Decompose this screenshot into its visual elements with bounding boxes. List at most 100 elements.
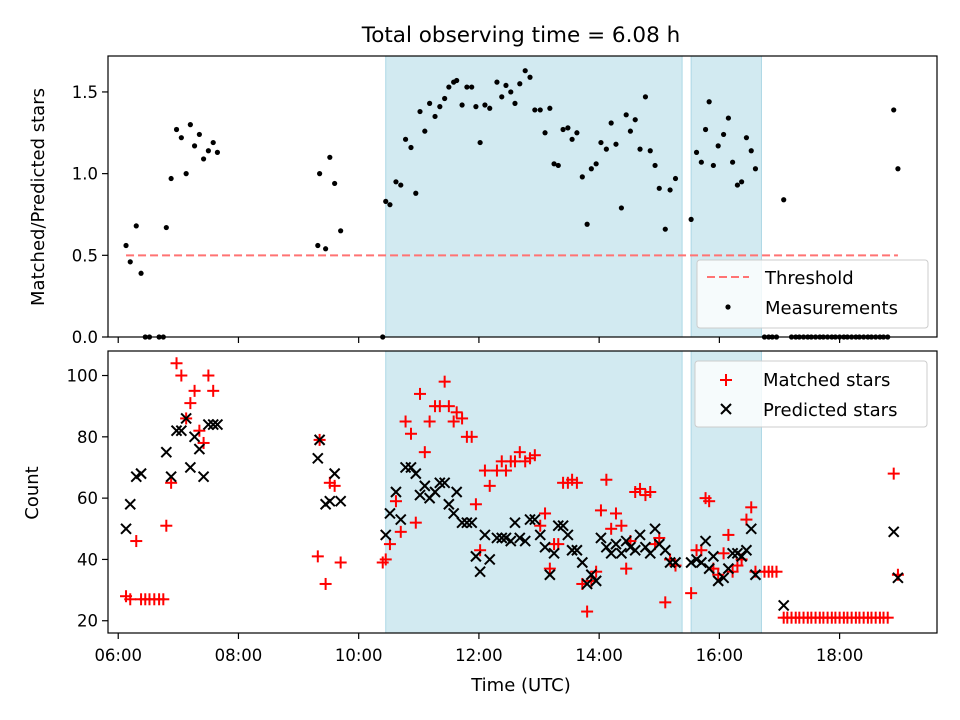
measurement-point [473,104,479,110]
matched-star-point [124,593,137,606]
predicted-marker-b [581,578,593,590]
predicted-marker-b [447,507,460,520]
predicted-star-point [175,424,188,437]
predicted-marker-b [474,565,486,578]
bottom-ytick-label: 80 [77,428,98,447]
predicted-star-point [544,569,556,581]
predicted-marker-b [524,513,536,526]
predicted-marker-b [328,467,341,480]
matched-star-point [594,504,607,517]
predicted-star-point [135,467,147,480]
predicted-star-point [615,547,628,560]
predicted-marker-b [892,572,904,584]
predicted-star-point [443,498,455,510]
measurement-point [734,182,741,188]
matched-star-point [202,369,215,382]
measurement-point [442,95,448,102]
predicted-marker-b [202,418,215,431]
matched-star-point [442,400,455,413]
predicted-marker-b [544,569,556,581]
predicted-marker-b [491,532,503,544]
predicted-marker-b [548,547,560,560]
measurement-point [454,77,460,84]
predicted-marker-b [414,489,426,501]
predicted-star-point [465,516,478,529]
matched-star-point [600,473,613,486]
matched-star-point [478,464,491,477]
predicted-star-point [524,513,536,526]
matched-star-point [887,467,900,480]
matched-star-point [175,369,188,382]
predicted-marker-b [629,544,641,556]
predicted-marker-b [434,477,446,489]
predicted-star-point [562,529,574,541]
predicted-star-point [514,532,526,544]
predicted-marker-b [639,541,652,553]
matched-star-point [188,384,201,397]
predicted-marker-b [717,572,730,584]
measurement-point [459,102,465,108]
measurement-point [398,182,404,188]
measurement-point [588,166,594,172]
matched-star-point [534,519,547,532]
measurement-point [537,107,543,113]
measurement-point [702,126,709,133]
predicted-marker-b [519,535,531,547]
predicted-star-point [120,523,132,535]
matched-star-point [409,516,422,529]
predicted-marker-b [188,431,201,443]
matched-star-point [703,495,716,508]
predicted-marker-b [722,562,735,575]
predicted-marker-b [695,556,708,569]
predicted-star-point [649,523,661,535]
predicted-marker-b [160,446,173,458]
measurement-point [555,162,561,169]
matched-star-point [508,455,521,468]
matched-star-point [712,568,725,581]
predicted-star-point [395,513,407,526]
matched-star-point [722,528,735,541]
predicted-star-point [749,569,762,581]
predicted-marker-b [529,513,541,526]
predicted-marker-b [380,529,392,541]
predicted-marker-b [505,535,517,547]
predicted-star-point [745,523,757,535]
predicted-star-point [740,544,753,556]
matched-star-point [499,464,512,477]
predicted-marker-b [509,516,521,529]
predicted-marker-b [514,532,526,544]
matched-star-point [528,449,541,462]
matched-star-point [581,605,594,618]
measurement-point [693,149,700,155]
predicted-star-point [324,495,336,507]
predicted-star-point [685,556,697,569]
predicted-marker-b [703,562,715,575]
legend-predicted-label: Predicted stars [763,400,897,421]
predicted-marker-b [685,556,697,569]
bottom-ytick-label: 60 [77,489,98,508]
predicted-star-point [334,495,347,507]
predicted-star-point [211,418,224,431]
predicted-star-point [313,434,326,446]
measurement-point [632,117,638,123]
measurement-point [499,94,505,100]
measurement-point [173,126,180,133]
measurement-point [627,128,634,134]
predicted-star-point [450,486,463,498]
predicted-marker-b [479,529,491,541]
matched-star-point [745,501,758,514]
predicted-marker-b [170,424,183,437]
measurement-point [138,270,144,276]
matched-star-point [207,384,220,397]
predicted-marker-b [745,523,757,535]
bottom-ytick-label: 20 [77,612,98,631]
predicted-marker-b [324,495,336,507]
predicted-marker-b [707,550,720,563]
top-shaded-band-0 [385,55,683,338]
bottom-xtick-label: 16:00 [696,646,744,665]
predicted-marker-b [571,544,583,556]
predicted-marker-b [450,486,463,498]
measurement-point [469,84,475,90]
predicted-star-point [312,452,324,464]
matched-star-point [450,406,463,419]
